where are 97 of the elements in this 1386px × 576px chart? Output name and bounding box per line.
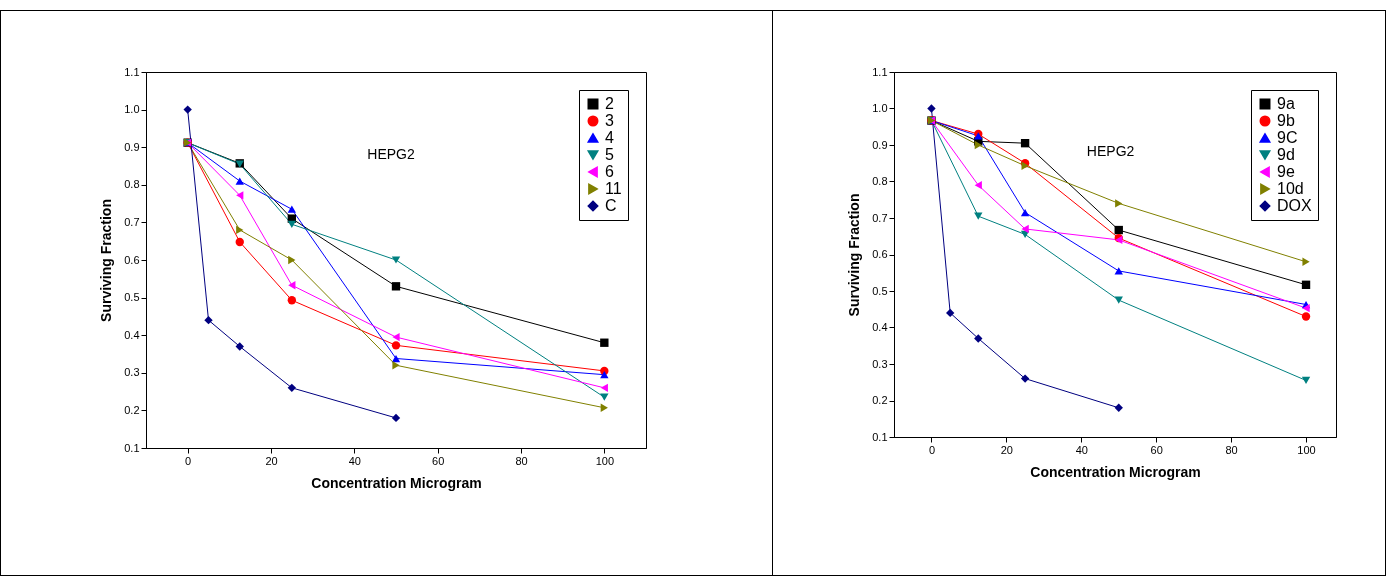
point <box>1302 257 1310 266</box>
y-tick-label: 0.3 <box>124 366 140 379</box>
legend-label: 5 <box>605 146 614 163</box>
point <box>1114 267 1123 275</box>
y-tick-label: 1.1 <box>872 65 888 78</box>
x-tick-label: 80 <box>515 454 528 467</box>
point <box>287 220 297 228</box>
x-tick-label: 0 <box>185 454 192 467</box>
point <box>204 315 213 325</box>
y-tick-label: 0.1 <box>124 441 140 454</box>
y-tick-label: 0.8 <box>124 178 140 191</box>
y-tick-label: 0.5 <box>124 291 140 304</box>
y-tick-label: 0.2 <box>124 403 140 416</box>
x-tick-label: 60 <box>432 454 445 467</box>
y-tick-label: 0.9 <box>872 138 888 151</box>
point <box>600 403 608 412</box>
point <box>287 205 297 213</box>
legend-label: 6 <box>605 163 614 180</box>
point <box>391 282 401 291</box>
x-axis-title: Concentration Microgram <box>1030 463 1201 480</box>
legend-label: 9C <box>1277 129 1298 146</box>
y-tick-label: 0.6 <box>872 248 888 260</box>
x-tick-label: 40 <box>1075 443 1088 456</box>
point <box>974 334 983 343</box>
x-axis-title: Concentration Microgram <box>311 474 482 491</box>
x-tick-label: 80 <box>1225 443 1238 456</box>
point <box>391 256 401 264</box>
point <box>235 342 244 351</box>
point <box>236 191 244 200</box>
point <box>600 371 609 379</box>
x-tick-label: 100 <box>1297 443 1316 456</box>
legend-label: 4 <box>605 129 614 146</box>
y-tick-label: 0.6 <box>124 253 140 266</box>
point <box>236 225 244 235</box>
x-tick-label: 40 <box>348 454 361 467</box>
y-tick-label: 0.8 <box>872 175 888 187</box>
legend-label: 10d <box>1277 180 1304 197</box>
legend-label: 11 <box>605 180 622 197</box>
y-tick-label: 0.3 <box>872 357 888 370</box>
y-tick-label: 0.5 <box>872 284 888 297</box>
y-tick-label: 0.4 <box>872 321 888 333</box>
y-tick-label: 1.0 <box>872 102 888 114</box>
y-tick-label: 0.7 <box>124 215 140 228</box>
point <box>392 332 400 342</box>
point <box>1020 208 1030 217</box>
annotation: HEPG2 <box>367 145 415 162</box>
point <box>288 281 296 290</box>
legend-label: C <box>605 197 617 214</box>
y-tick-label: 0.7 <box>872 211 888 224</box>
point <box>1301 280 1311 289</box>
point <box>946 308 955 318</box>
point <box>235 237 244 247</box>
point <box>600 338 609 347</box>
point <box>1115 199 1123 208</box>
x-tick-label: 60 <box>1150 443 1163 456</box>
y-tick-label: 0.2 <box>872 394 888 406</box>
point <box>391 354 401 363</box>
point <box>392 361 400 370</box>
y-tick-label: 1.0 <box>124 103 140 116</box>
legend-label: 9b <box>1277 112 1295 129</box>
legend-label: 9a <box>1277 95 1295 112</box>
point <box>1114 403 1123 412</box>
legend-label: DOX <box>1277 197 1312 214</box>
y-tick-label: 1.1 <box>124 65 140 78</box>
point <box>235 177 244 185</box>
point <box>600 393 609 401</box>
point <box>391 341 401 350</box>
point <box>974 140 982 150</box>
x-tick-label: 20 <box>265 454 278 467</box>
point <box>183 105 192 114</box>
point <box>287 296 297 305</box>
point <box>600 383 608 393</box>
point <box>1301 312 1311 321</box>
annotation: HEPG2 <box>1086 143 1135 160</box>
legend-label: 3 <box>605 112 614 129</box>
point <box>1020 138 1030 148</box>
y-tick-label: 0.4 <box>124 328 140 341</box>
y-tick-label: 0.9 <box>124 140 140 153</box>
y-axis-title: Surviving Fraction <box>846 193 863 317</box>
point <box>1020 374 1030 383</box>
x-tick-label: 20 <box>1000 443 1013 456</box>
point <box>1302 303 1310 313</box>
point <box>1114 225 1123 235</box>
legend-label: 9e <box>1277 163 1295 180</box>
y-tick-label: 0.1 <box>872 430 888 443</box>
y-axis-title: Surviving Fraction <box>98 199 115 322</box>
x-tick-label: 0 <box>928 443 936 456</box>
legend-label: 9d <box>1277 146 1295 163</box>
point <box>1301 376 1311 385</box>
point <box>391 413 401 423</box>
point <box>927 104 936 113</box>
point <box>288 255 296 265</box>
point <box>1021 224 1029 234</box>
point <box>287 383 297 393</box>
point <box>974 180 982 190</box>
x-tick-label: 100 <box>595 454 615 467</box>
legend-label: 2 <box>605 95 614 112</box>
